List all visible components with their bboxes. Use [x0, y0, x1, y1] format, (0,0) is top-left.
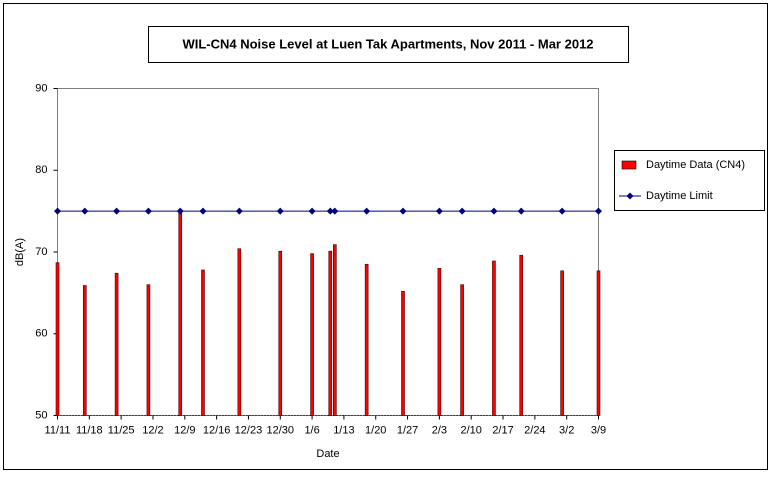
bar — [328, 250, 333, 416]
bar — [278, 250, 283, 416]
x-tick-label: 11/25 — [108, 424, 135, 436]
x-tick-label: 11/11 — [45, 424, 71, 436]
y-tick-label: 70 — [35, 246, 47, 258]
legend-swatch — [621, 160, 637, 170]
x-tick-label: 12/30 — [266, 424, 294, 436]
limit-marker — [399, 207, 407, 215]
x-tick-label: 2/24 — [524, 424, 545, 436]
bar — [333, 244, 337, 416]
x-axis-label: Date — [316, 448, 339, 460]
x-tick-label: 1/27 — [397, 424, 418, 436]
limit-marker — [308, 207, 316, 215]
x-tick-label: 1/13 — [333, 424, 354, 436]
x-tick-label: 12/16 — [203, 424, 231, 436]
limit-marker — [54, 207, 61, 215]
limit-marker — [490, 207, 498, 215]
x-tick-label: 3/9 — [591, 424, 606, 436]
y-axis-label: dB(A) — [14, 238, 26, 266]
x-tick-label: 2/10 — [460, 424, 481, 436]
bar — [460, 284, 464, 416]
legend-label: Daytime Data (CN4) — [646, 159, 745, 171]
bar — [310, 253, 314, 416]
chart-title: WIL-CN4 Noise Level at Luen Tak Apartmen… — [182, 36, 593, 51]
legend-label: Daytime Limit — [646, 190, 713, 202]
x-tick-label: 12/9 — [174, 424, 195, 436]
plot-area — [57, 88, 599, 416]
limit-marker — [276, 207, 284, 215]
bar — [437, 268, 442, 416]
bar — [114, 272, 119, 416]
limit-marker — [144, 207, 152, 215]
x-tick-label: 3/2 — [559, 424, 574, 436]
limit-marker — [363, 207, 371, 215]
x-tick-label: 2/3 — [432, 424, 447, 436]
bar — [560, 270, 564, 416]
title-box — [148, 26, 629, 63]
bar — [55, 262, 60, 416]
limit-marker — [326, 207, 334, 215]
x-tick-label: 11/18 — [76, 424, 103, 436]
limit-marker — [176, 207, 184, 215]
bar — [201, 269, 205, 416]
y-tick-label: 90 — [35, 82, 47, 94]
limit-marker — [199, 207, 207, 215]
bar — [82, 285, 87, 416]
limit-marker — [235, 207, 243, 215]
legend-box — [614, 150, 765, 211]
x-tick-label: 2/17 — [492, 424, 513, 436]
x-tick-label: 1/20 — [365, 424, 386, 436]
x-tick-label: 12/2 — [142, 424, 163, 436]
bar — [237, 248, 242, 416]
limit-marker — [331, 207, 339, 215]
limit-marker — [81, 207, 89, 215]
bar — [178, 210, 183, 416]
limit-marker — [595, 207, 602, 215]
limit-marker — [435, 207, 443, 215]
y-tick-label: 80 — [35, 164, 47, 176]
bar — [401, 290, 405, 416]
y-tick-label: 50 — [35, 409, 47, 421]
x-tick-label: 1/6 — [304, 424, 319, 436]
bar — [364, 263, 369, 416]
bar — [492, 260, 496, 416]
legend-marker — [626, 192, 634, 200]
x-tick-label: 12/23 — [235, 424, 263, 436]
bar — [596, 270, 601, 416]
y-tick-label: 60 — [35, 328, 47, 340]
bar — [146, 284, 151, 416]
limit-marker — [517, 207, 525, 215]
bar — [519, 254, 524, 416]
limit-marker — [113, 207, 121, 215]
limit-marker — [458, 207, 466, 215]
limit-marker — [558, 207, 566, 215]
